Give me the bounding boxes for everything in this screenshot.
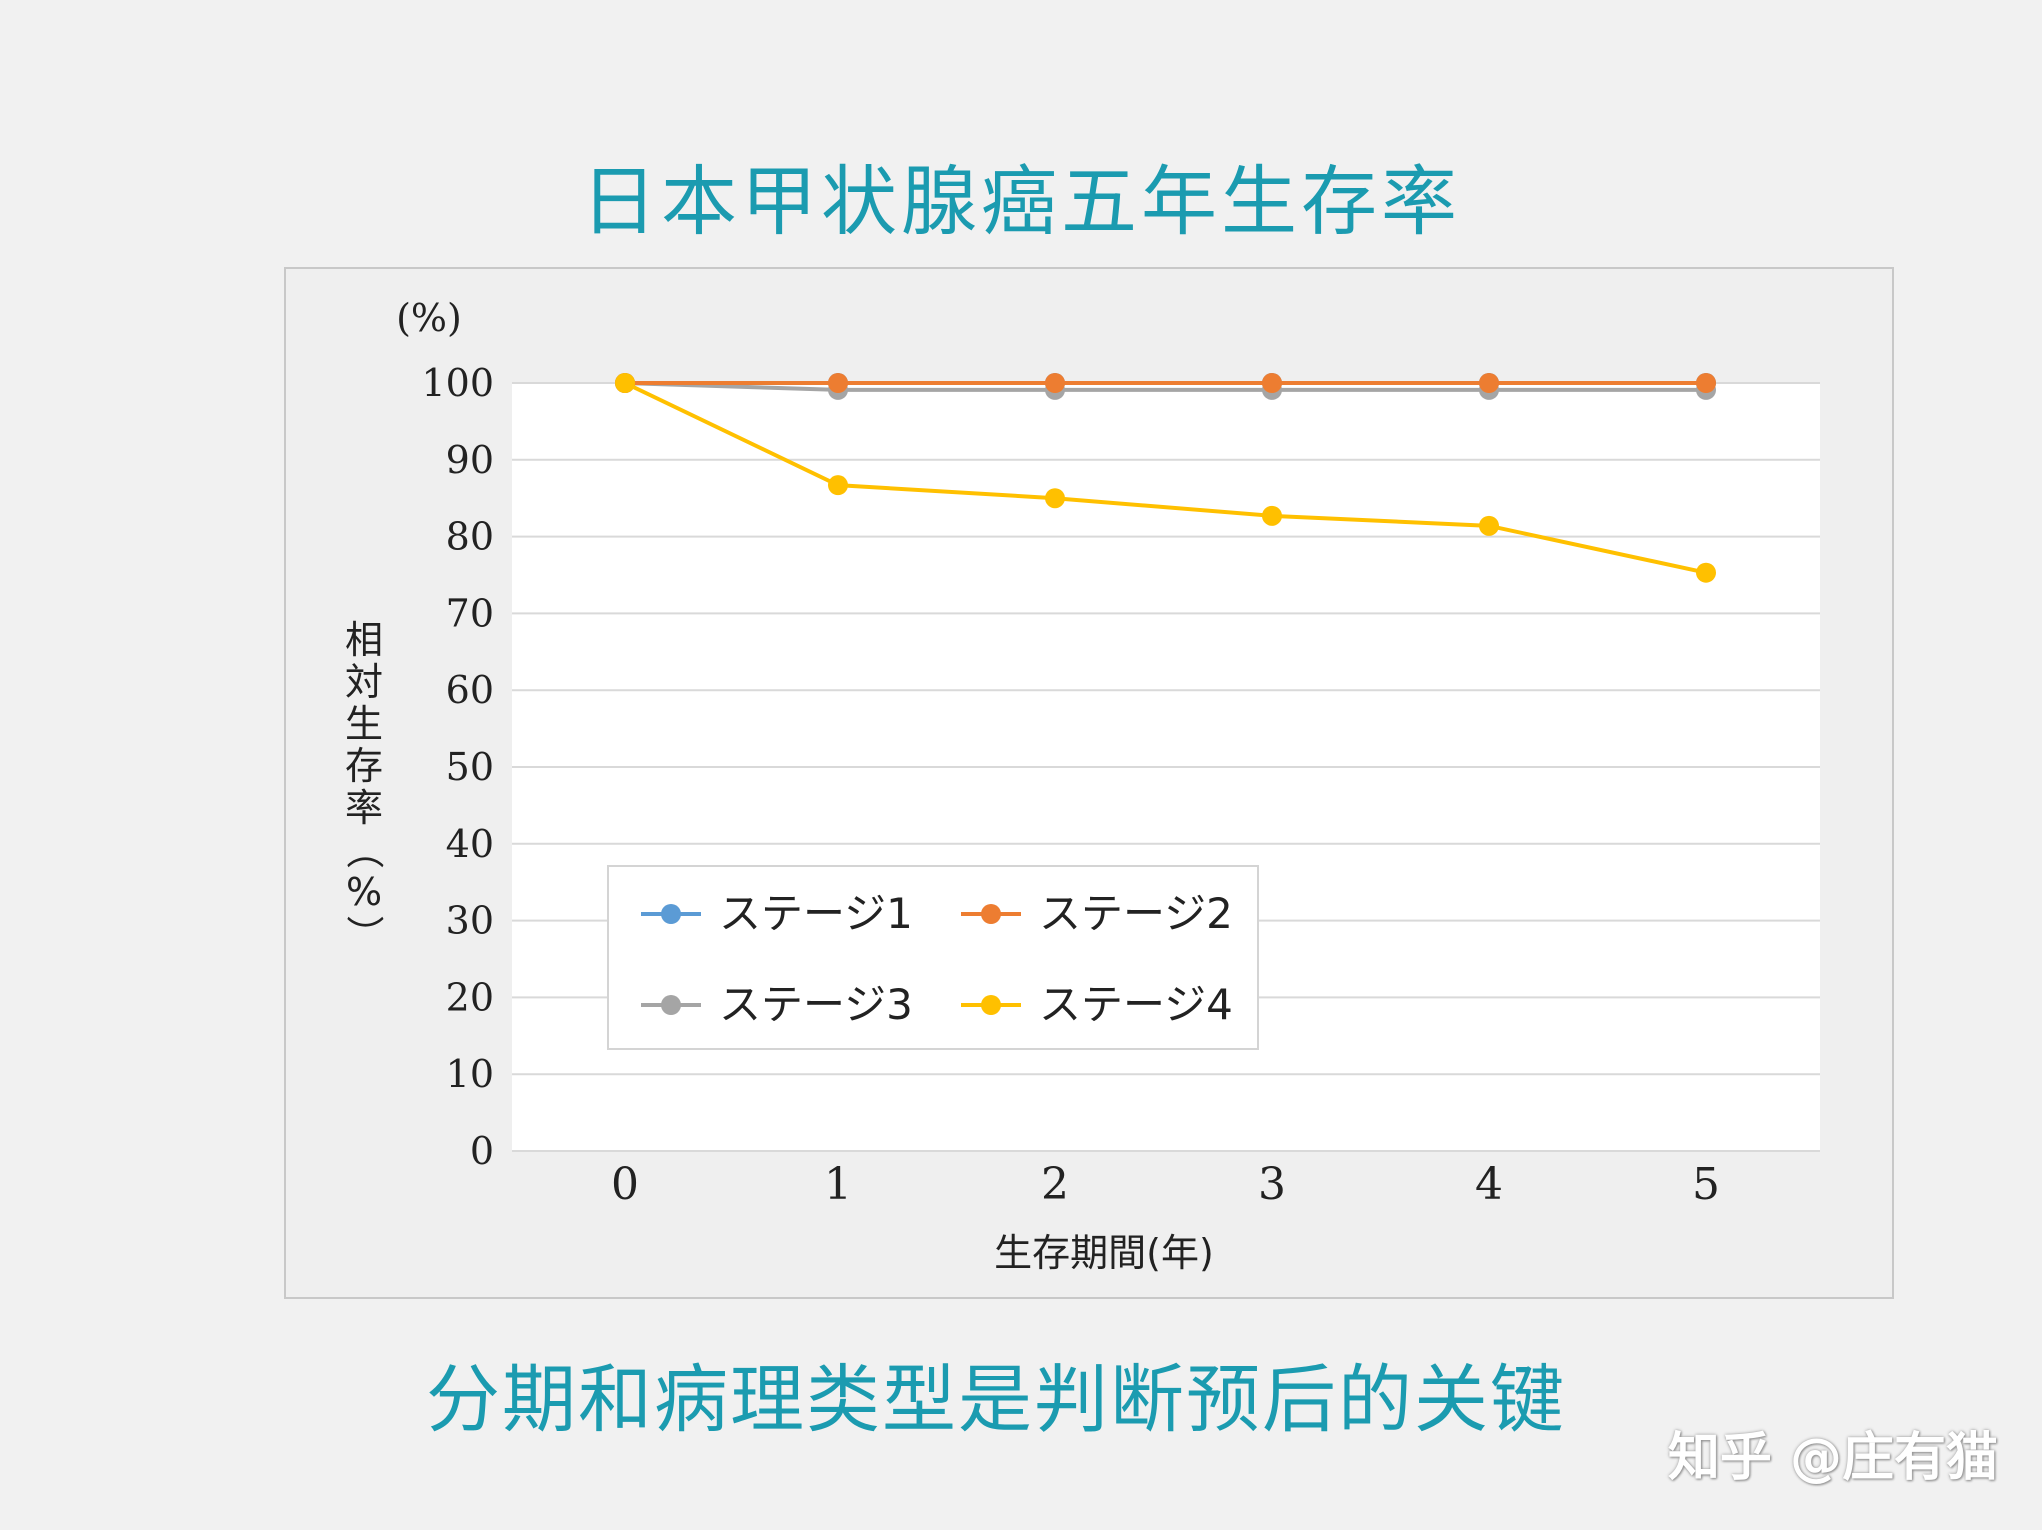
page-subtitle: 分期和病理类型是判断预后的关键 [426, 1357, 1566, 1443]
legend-label: ステージ1 [719, 889, 913, 938]
y-axis-label-char: （ [342, 831, 386, 869]
y-tick-label: 20 [446, 975, 494, 1019]
page-title: 日本甲状腺癌五年生存率 [581, 157, 1461, 246]
data-point [1696, 562, 1716, 583]
data-point [1045, 373, 1065, 393]
legend-swatch-marker [981, 904, 1001, 924]
x-tick-label: 5 [1692, 1159, 1720, 1210]
y-tick-label: 30 [446, 899, 494, 943]
legend-label: ステージ2 [1039, 889, 1233, 938]
y-unit-label: (%) [396, 296, 462, 340]
data-point [1479, 515, 1499, 536]
watermark: 知乎 @庄有猫 [1667, 1428, 1998, 1488]
data-point [1045, 488, 1065, 509]
survival-chart: 0 10 20 30 40 50 60 70 80 90 100 0 1 2 3 4 5 (%) 生存期間(年… [342, 296, 1820, 1275]
y-tick-label: 80 [446, 515, 494, 559]
y-tick-label: 90 [446, 438, 494, 482]
data-point [1696, 373, 1716, 393]
legend-label: ステージ3 [719, 980, 913, 1029]
data-point [615, 373, 635, 393]
y-axis-label-char: 対 [345, 660, 383, 704]
legend-box [607, 865, 1259, 1050]
legend-swatch-marker [661, 995, 681, 1015]
y-tick-label: 50 [446, 745, 494, 789]
x-tick-label: 4 [1475, 1159, 1503, 1210]
y-axis-label-char: 生 [345, 702, 383, 746]
y-axis-label-char: 存 [345, 744, 383, 788]
x-tick-label: 1 [824, 1159, 852, 1210]
x-tick-label: 2 [1041, 1159, 1069, 1210]
data-point [828, 475, 848, 496]
y-tick-label: 0 [470, 1129, 494, 1173]
series-line-4 [624, 381, 1707, 575]
chart-frame: 0 10 20 30 40 50 60 70 80 90 100 0 1 2 3 4 5 (%) 生存期間(年… [284, 267, 1894, 1299]
data-point [828, 373, 848, 393]
y-tick-label: 60 [446, 668, 494, 712]
y-axis-label-char: ） [342, 915, 386, 953]
x-tick-label: 0 [611, 1159, 639, 1210]
legend-swatch-marker [661, 904, 681, 924]
y-tick-label: 70 [446, 591, 494, 635]
data-point [1262, 505, 1282, 526]
y-tick-label: 10 [446, 1052, 494, 1096]
legend-swatch-marker [981, 995, 1001, 1015]
data-point [1262, 373, 1282, 393]
y-axis-label-char: % [346, 870, 382, 914]
data-point [1479, 373, 1499, 393]
series-line-3 [624, 381, 1706, 392]
y-axis-label-char: 相 [345, 618, 383, 662]
x-tick-label: 3 [1258, 1159, 1286, 1210]
legend-label: ステージ4 [1039, 980, 1233, 1029]
y-tick-label: 40 [446, 822, 494, 866]
x-axis-label: 生存期間(年) [994, 1231, 1214, 1275]
y-axis-label-char: 率 [345, 786, 383, 830]
y-tick-label: 100 [421, 361, 494, 405]
